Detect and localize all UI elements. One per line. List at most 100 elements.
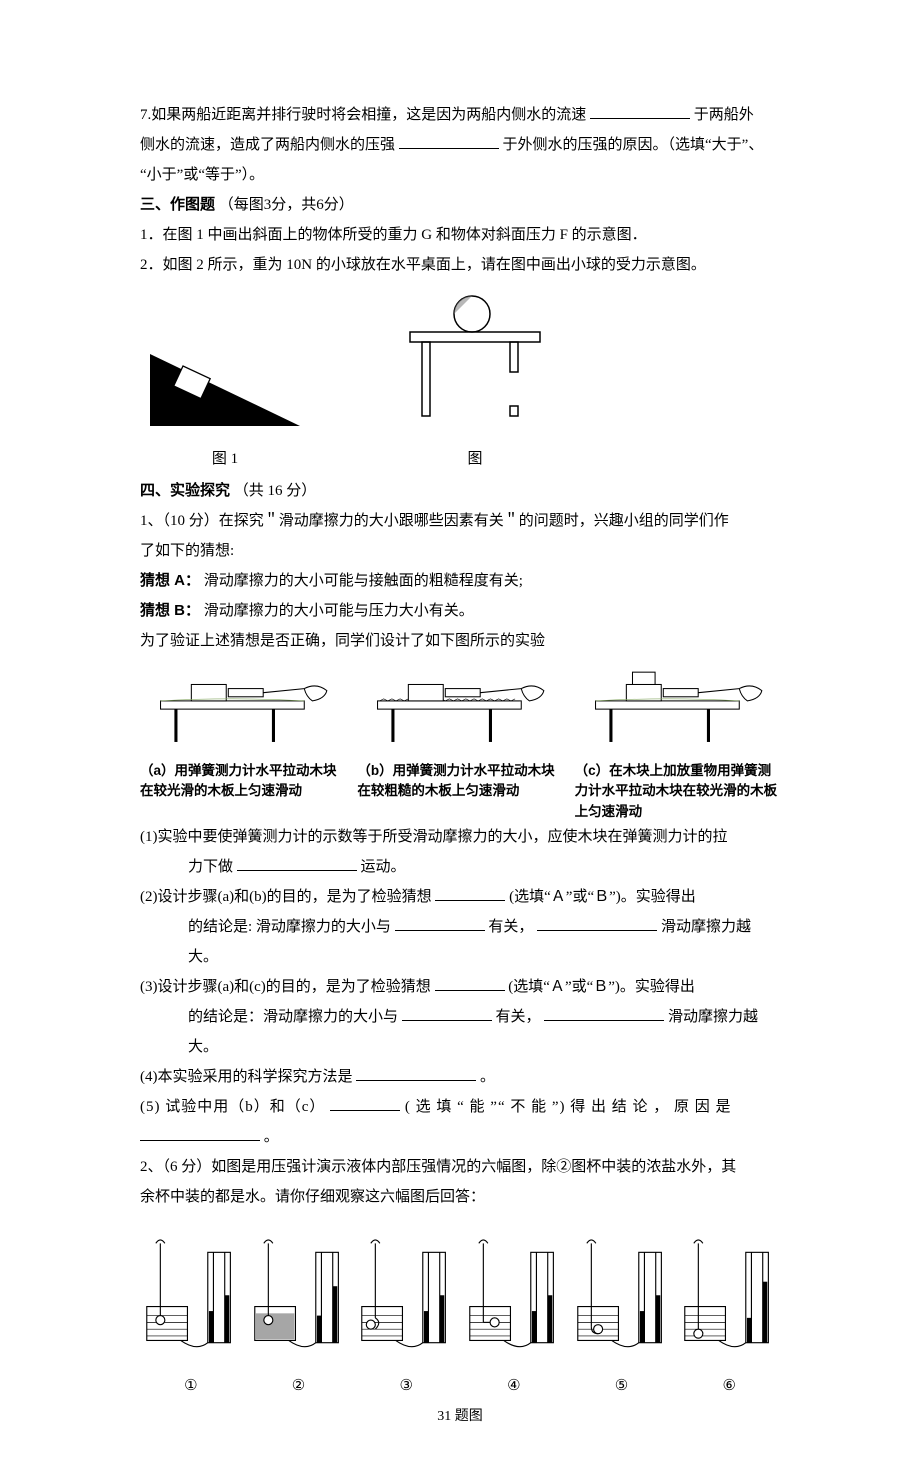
s4-p4: (4)本实验采用的科学探究方法是 。 [140,1062,780,1092]
blank [237,855,357,871]
s4-q1-intro-a: 1、（10 分）在探究＂滑动摩擦力的大小跟哪些因素有关＂的问题时，兴趣小组的同学… [140,506,780,536]
q7-line2: 侧水的流速，造成了两船内侧水的压强 于外侧水的压强的原因。（选填“大于”、 [140,130,780,160]
section4-heading: 四、实验探究 （共 16 分） [140,476,780,506]
s3-q2: 2．如图 2 所示，重为 10N 的小球放在水平桌面上，请在图中画出小球的受力示… [140,250,780,280]
exp-c: （c）在木块上加放重物用弹簧测力计水平拉动木块在较光滑的木板上匀速滑动 [575,666,780,822]
section4-score: （共 16 分） [234,483,317,499]
pressure-gauge-icon [571,1232,673,1356]
q7-line1: 7.如果两船近距离并排行驶时将会相撞，这是因为两船内侧水的流速 于两船外 [140,100,780,130]
section3-heading: 三、作图题 （每图3分，共6分） [140,190,780,220]
blank [544,1005,664,1021]
s4-p2: (2)设计步骤(a)和(b)的目的，是为了检验猜想 (选填“Ａ”或“Ｂ”)。实验… [140,882,780,912]
section3-score: （每图3分，共6分） [219,197,354,213]
figure-footer: 31 题图 [140,1403,780,1431]
figure-row-1: 图 1 图 [140,286,780,474]
exp-b: （b）用弹簧测力计水平拉动木块在较粗糙的木板上匀速滑动 [357,666,562,822]
q7-text-4: 于外侧水的压强的原因。（选填“大于”、 [503,137,764,153]
guessB-label: 猜想 B： [140,602,200,619]
pressure-gauge-icon [248,1232,350,1356]
exp-a-icon [140,666,345,748]
press-4-label: ④ [463,1371,565,1401]
press-3-label: ③ [355,1371,457,1401]
s4-p3: (3)设计步骤(a)和(c)的目的，是为了检验猜想 (选填“Ａ”或“Ｂ”)。实验… [140,972,780,1002]
press-5-label: ⑤ [571,1371,673,1401]
pressure-gauge-icon [463,1232,565,1356]
s4-p3-c: 的结论是：滑动摩擦力的大小与 [188,1009,398,1025]
section3-title: 三、作图题 [140,196,215,213]
s4-design: 为了验证上述猜想是否正确，同学们设计了如下图所示的实验 [140,626,780,656]
q7-line3: “小于”或“等于”）。 [140,160,780,190]
blank [402,1005,492,1021]
s4-p5: (5) 试验中用（b）和（c） ( 选 填 “ 能 ”“ 不 能 ”) 得 出 … [140,1092,780,1122]
press-5: ⑤ [571,1232,673,1401]
guessA-label: 猜想 A： [140,572,200,589]
s4-p1-cont: 力下做 运动。 [140,852,780,882]
press-3: ③ [355,1232,457,1401]
page: 7.如果两船近距离并排行驶时将会相撞，这是因为两船内侧水的流速 于两船外 侧水的… [70,0,850,1471]
figure-1-caption: 图 1 [140,444,310,474]
s4-guessB: 猜想 B： 滑动摩擦力的大小可能与压力大小有关。 [140,596,780,626]
exp-b-caption: （b）用弹簧测力计水平拉动木块在较粗糙的木板上匀速滑动 [357,761,562,802]
s4-p3-d: 有关， [496,1009,541,1025]
s4-p3-b: (选填“Ａ”或“Ｂ”)。实验得出 [508,979,695,995]
q7-text-1: 7.如果两船近距离并排行驶时将会相撞，这是因为两船内侧水的流速 [140,107,586,123]
blank [590,103,690,119]
s4-p5-a: (5) 试验中用（b）和（c） [140,1099,325,1115]
s4-p2-d: 有关， [488,919,533,935]
figure-2-block: 图 [400,286,550,474]
exp-b-icon [357,666,562,748]
press-6: ⑥ [678,1232,780,1401]
blank [395,915,485,931]
blank [356,1065,476,1081]
press-2: ② [248,1232,350,1401]
guessB-text: 滑动摩擦力的大小可能与压力大小有关。 [204,603,474,619]
s4-q2-line1: 2、（6 分）如图是用压强计演示液体内部压强情况的六幅图，除②图杯中装的浓盐水外… [140,1152,780,1182]
s4-p5-b: ( 选 填 “ 能 ”“ 不 能 ”) 得 出 结 论 ， 原 因 是 [405,1099,732,1115]
exp-a-caption: （a）用弹簧测力计水平拉动木块在较光滑的木板上匀速滑动 [140,761,345,802]
s4-p2-a: (2)设计步骤(a)和(b)的目的，是为了检验猜想 [140,889,432,905]
blank [435,885,505,901]
s4-p1: (1)实验中要使弹簧测力计的示数等于所受滑动摩擦力的大小，应使木块在弹簧测力计的… [140,822,780,852]
s4-p5-cont: 。 [140,1122,780,1152]
press-1: ① [140,1232,242,1401]
s4-p1-b: 力下做 [188,859,233,875]
pressure-gauge-row: ① ② [140,1232,780,1401]
pressure-gauge-icon [355,1232,457,1356]
ball-on-table-icon [400,286,550,431]
s4-p2-b: (选填“Ａ”或“Ｂ”)。实验得出 [509,889,696,905]
s4-p3-a: (3)设计步骤(a)和(c)的目的，是为了检验猜想 [140,979,431,995]
exp-a: （a）用弹簧测力计水平拉动木块在较光滑的木板上匀速滑动 [140,666,345,822]
section4-title: 四、实验探究 [140,482,230,499]
figure-1-block: 图 1 [140,336,310,474]
figure-2-caption: 图 [400,444,550,474]
s4-p1-c: 运动。 [361,859,406,875]
blank [330,1095,400,1111]
experiment-row: （a）用弹簧测力计水平拉动木块在较光滑的木板上匀速滑动 （b）用弹簧测力计水平拉… [140,666,780,822]
q7-text-2: 于两船外 [694,107,754,123]
blank [435,975,505,991]
blank [537,915,657,931]
s4-p4-b: 。 [480,1069,495,1085]
s4-q1-intro-b: 了如下的猜想: [140,536,780,566]
blank [140,1125,260,1141]
press-6-label: ⑥ [678,1371,780,1401]
s4-p2-c: 的结论是: 滑动摩擦力的大小与 [188,919,391,935]
blank [399,133,499,149]
guessA-text: 滑动摩擦力的大小可能与接触面的粗糙程度有关; [204,573,523,589]
pressure-gauge-icon [140,1232,242,1356]
q7-text-3: 侧水的流速，造成了两船内侧水的压强 [140,137,395,153]
pressure-gauge-icon [678,1232,780,1356]
s3-q1: 1．在图 1 中画出斜面上的物体所受的重力 G 和物体对斜面压力 F 的示意图． [140,220,780,250]
exp-c-caption: （c）在木块上加放重物用弹簧测力计水平拉动木块在较光滑的木板上匀速滑动 [575,761,780,822]
s4-p4-a: (4)本实验采用的科学探究方法是 [140,1069,353,1085]
s4-p2-cont: 的结论是: 滑动摩擦力的大小与 有关， 滑动摩擦力越大。 [140,912,780,972]
s4-p5-c: 。 [264,1129,279,1145]
inclined-plane-icon [140,336,310,431]
s4-guessA: 猜想 A： 滑动摩擦力的大小可能与接触面的粗糙程度有关; [140,566,780,596]
s4-p1-a: (1)实验中要使弹簧测力计的示数等于所受滑动摩擦力的大小，应使木块在弹簧测力计的… [140,829,728,845]
press-2-label: ② [248,1371,350,1401]
press-4: ④ [463,1232,565,1401]
exp-c-icon [575,666,780,748]
press-1-label: ① [140,1371,242,1401]
s4-q2-line2: 余杯中装的都是水。请你仔细观察这六幅图后回答： [140,1182,780,1212]
